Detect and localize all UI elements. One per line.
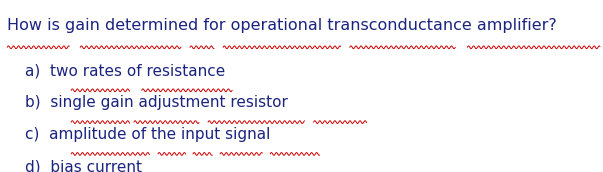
Text: How is gain determined for operational transconductance amplifier?: How is gain determined for operational t… <box>7 18 557 33</box>
Text: b)  single gain adjustment resistor: b) single gain adjustment resistor <box>25 95 288 110</box>
Text: d)  bias current: d) bias current <box>25 159 142 172</box>
Text: c)  amplitude of the input signal: c) amplitude of the input signal <box>25 127 271 142</box>
Text: a)  two rates of resistance: a) two rates of resistance <box>25 64 226 79</box>
